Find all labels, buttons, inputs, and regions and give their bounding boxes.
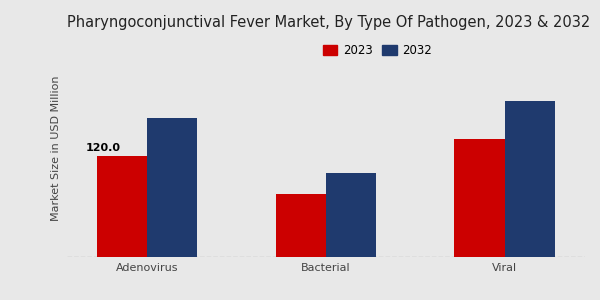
Bar <box>276 194 326 257</box>
Bar <box>454 139 505 257</box>
Text: 120.0: 120.0 <box>85 143 120 153</box>
Text: Pharyngoconjunctival Fever Market, By Type Of Pathogen, 2023 & 2032: Pharyngoconjunctival Fever Market, By Ty… <box>67 15 590 30</box>
Legend: 2023, 2032: 2023, 2032 <box>319 40 437 62</box>
Bar <box>326 173 376 257</box>
Y-axis label: Market Size in USD Million: Market Size in USD Million <box>51 75 61 220</box>
Bar <box>505 101 554 257</box>
Bar <box>97 156 147 257</box>
Bar <box>147 118 197 257</box>
